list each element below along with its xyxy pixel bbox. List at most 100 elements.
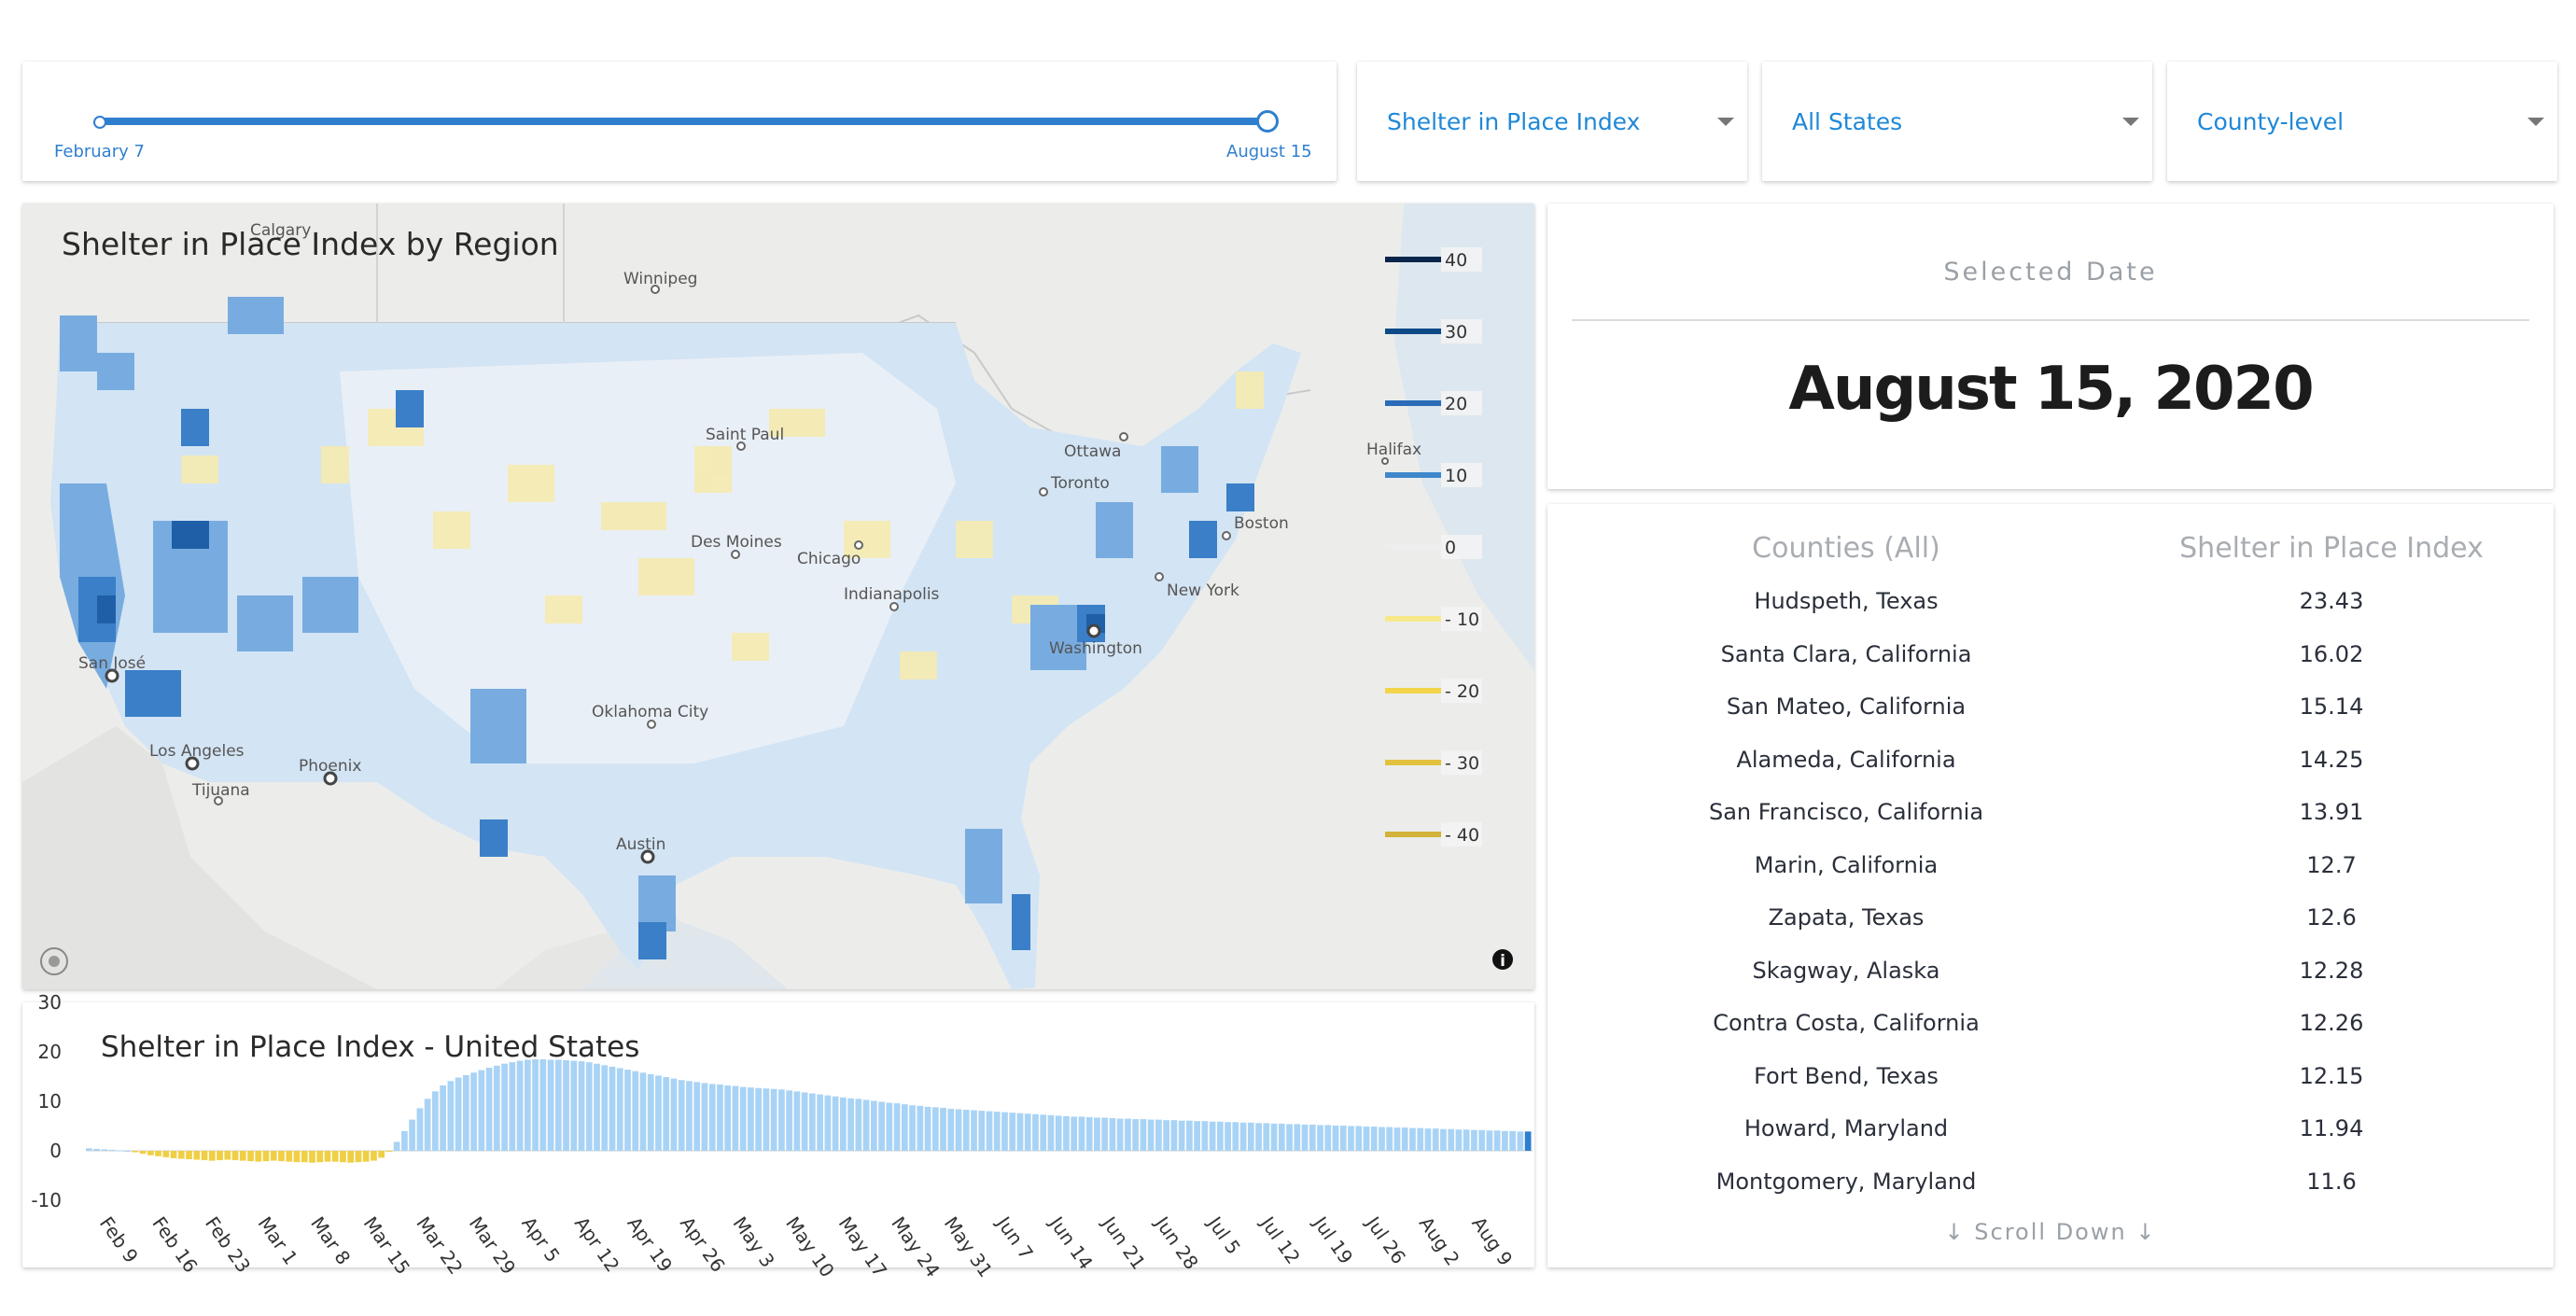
chart-bar[interactable] [870,1100,877,1151]
chart-bar[interactable] [1063,1115,1070,1151]
chart-bar[interactable] [86,1148,92,1151]
chart-bar[interactable] [917,1105,924,1151]
chart-bar[interactable] [208,1151,216,1161]
chart-bar[interactable] [1101,1117,1109,1151]
chart-bar[interactable] [971,1110,977,1151]
chart-bar[interactable] [693,1082,701,1151]
chart-bar[interactable] [501,1063,508,1151]
chart-bar[interactable] [101,1149,108,1151]
chart-bar[interactable] [947,1108,955,1151]
chart-bar[interactable] [470,1072,477,1151]
chart-bar[interactable] [1116,1118,1124,1151]
chart-bar[interactable] [385,1151,393,1153]
chart-bar[interactable] [170,1151,177,1158]
chart-bar[interactable] [578,1061,585,1151]
chart-bar[interactable] [1040,1114,1047,1151]
chart-bar[interactable] [1417,1127,1424,1151]
chart-bar[interactable] [924,1106,931,1151]
chart-bar[interactable] [286,1151,293,1162]
chart-bar[interactable] [362,1151,370,1162]
chart-bar[interactable] [331,1151,339,1162]
chart-bar[interactable] [1009,1113,1016,1151]
chart-bar[interactable] [1024,1113,1031,1151]
chart-bar[interactable] [409,1119,416,1151]
chart-bar[interactable] [1471,1129,1477,1151]
chart-bar[interactable] [686,1081,693,1151]
chart-bar[interactable] [309,1151,315,1163]
chart-bar[interactable] [655,1075,662,1151]
chart-bar[interactable] [708,1084,716,1151]
chart-bar[interactable] [755,1087,763,1151]
chart-bar[interactable] [732,1085,739,1151]
chart-bar[interactable] [1055,1115,1062,1151]
chart-bar[interactable] [855,1099,862,1151]
scroll-down-hint[interactable]: ↓ Scroll Down ↓ [1944,1219,2157,1245]
chart-bar[interactable] [201,1151,208,1161]
chart-bar[interactable] [1132,1119,1140,1151]
level-dropdown[interactable]: County-level [2167,62,2557,181]
chart-bar[interactable] [1317,1125,1323,1151]
chart-bar[interactable] [1270,1123,1278,1151]
chart-bar[interactable] [424,1099,431,1151]
chart-bar[interactable] [1493,1130,1501,1151]
column-header-county[interactable]: Counties (All) [1752,532,1940,565]
chart-bar[interactable] [639,1072,647,1151]
chart-bar[interactable] [1486,1130,1493,1151]
chart-bar[interactable] [793,1091,801,1151]
chart-bar[interactable] [539,1058,547,1151]
chart-bar[interactable] [1140,1119,1147,1151]
chart-bar[interactable] [1209,1121,1216,1151]
chart-bar[interactable] [1309,1124,1316,1151]
chart-bar[interactable] [509,1062,516,1151]
chart-bar[interactable] [1201,1121,1209,1151]
chart-bar[interactable] [224,1151,231,1160]
chart-bar[interactable] [262,1151,270,1162]
chart-bar[interactable] [931,1107,939,1151]
chart-bar[interactable] [647,1073,654,1151]
chart-bar[interactable] [93,1148,100,1151]
chart-bar[interactable] [1478,1129,1486,1151]
chart-bar[interactable] [462,1074,469,1151]
chart-bar[interactable] [340,1151,346,1163]
chart-bar[interactable] [1194,1121,1200,1151]
region-dropdown[interactable]: All States [1762,62,2152,181]
chart-bar[interactable] [594,1063,600,1151]
chart-bar[interactable] [978,1111,986,1151]
chart-bar[interactable] [1448,1128,1455,1151]
chart-bar[interactable] [616,1068,623,1151]
chart-bar[interactable] [670,1078,678,1151]
chart-bar[interactable] [371,1151,377,1161]
chart-bar[interactable] [778,1089,785,1151]
map-canvas[interactable]: Winnipeg Saint Paul Ottawa Halifax Toron… [22,203,1534,989]
date-range-slider[interactable]: February 7 August 15 [22,62,1337,181]
chart-bar[interactable] [1047,1114,1055,1151]
chart-bar[interactable] [940,1107,946,1151]
chart-bar[interactable] [632,1071,639,1151]
chart-bar[interactable] [1409,1127,1416,1151]
chart-bar[interactable] [893,1103,901,1151]
chart-bar[interactable] [739,1086,747,1151]
chart-bar[interactable] [993,1112,1001,1151]
chart-bar[interactable] [1147,1119,1155,1151]
chart-bar[interactable] [1463,1129,1470,1151]
chart-bar[interactable] [231,1151,239,1161]
metric-dropdown[interactable]: Shelter in Place Index [1357,62,1747,181]
chart-bar[interactable] [1247,1122,1254,1151]
chart-bar[interactable] [585,1062,593,1151]
chart-bar[interactable] [1071,1116,1078,1151]
chart-bar[interactable] [601,1065,609,1151]
chart-bar[interactable] [801,1092,808,1151]
chart-bar[interactable] [763,1088,770,1151]
chart-bar[interactable] [1363,1127,1370,1151]
chart-bar[interactable] [1502,1130,1508,1151]
chart-bar[interactable] [1440,1128,1447,1151]
chart-bar[interactable] [162,1151,170,1157]
chart-bar[interactable] [1001,1112,1008,1151]
chart-bar[interactable] [393,1141,400,1151]
chart-bar[interactable] [878,1101,885,1151]
chart-bar[interactable] [955,1109,962,1151]
chart-bar[interactable] [132,1151,139,1153]
chart-bar[interactable] [485,1067,493,1151]
chart-bar[interactable] [455,1077,462,1151]
